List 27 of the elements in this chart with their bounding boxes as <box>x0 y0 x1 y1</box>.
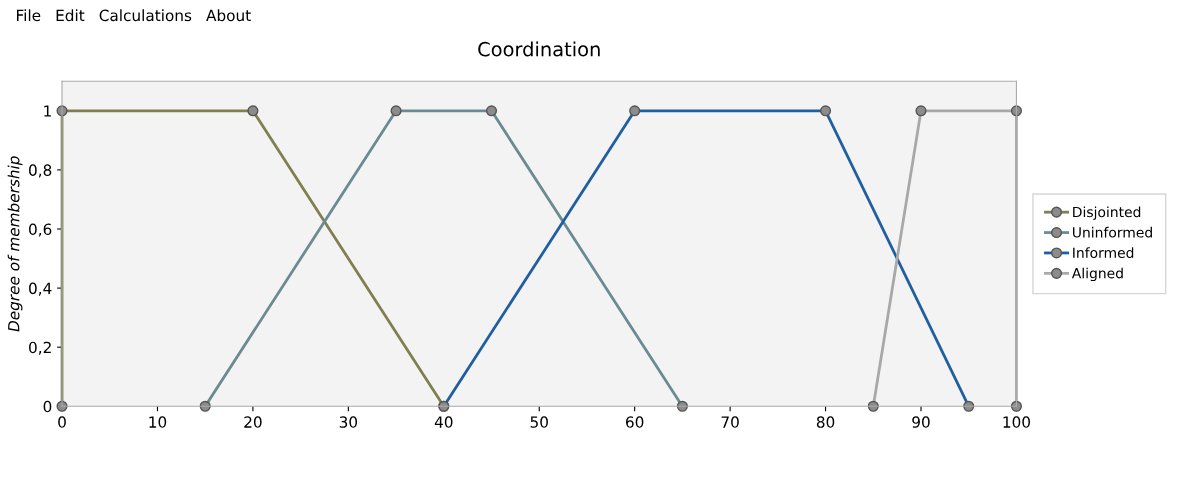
x-tick-label: 10 <box>149 416 167 428</box>
x-tick-label: 100 <box>1003 416 1030 428</box>
legend-label: Uninformed <box>1073 226 1152 238</box>
y-tick-label: 0,6 <box>29 223 52 237</box>
y-tick-label: 0 <box>43 400 52 413</box>
text: Calculations <box>99 9 192 22</box>
y-axis-title: Degree of membership <box>7 156 23 332</box>
x-tick-label: 20 <box>244 416 262 428</box>
text: About <box>206 9 251 22</box>
x-tick-label: 50 <box>530 416 548 428</box>
legend-label: Informed <box>1073 247 1134 258</box>
chart-title: Coordination <box>478 41 600 57</box>
x-tick-label: 70 <box>721 416 739 428</box>
y-tick-label: 0,4 <box>29 282 52 296</box>
x-tick-label: 90 <box>912 416 930 428</box>
x-tick-label: 40 <box>434 416 453 428</box>
y-tick-label: 1 <box>44 105 51 117</box>
x-tick-label: 30 <box>339 416 358 428</box>
x-tick-label: 0 <box>58 416 66 428</box>
legend-label: Disjointed <box>1073 206 1141 220</box>
text: Edit <box>56 9 85 22</box>
y-tick-label: 0,2 <box>29 341 51 355</box>
legend-label: Aligned <box>1071 267 1123 282</box>
x-tick-label: 80 <box>816 416 835 428</box>
y-tick-label: 0,8 <box>29 164 52 178</box>
text: File <box>17 9 41 22</box>
x-tick-label: 60 <box>626 416 644 428</box>
